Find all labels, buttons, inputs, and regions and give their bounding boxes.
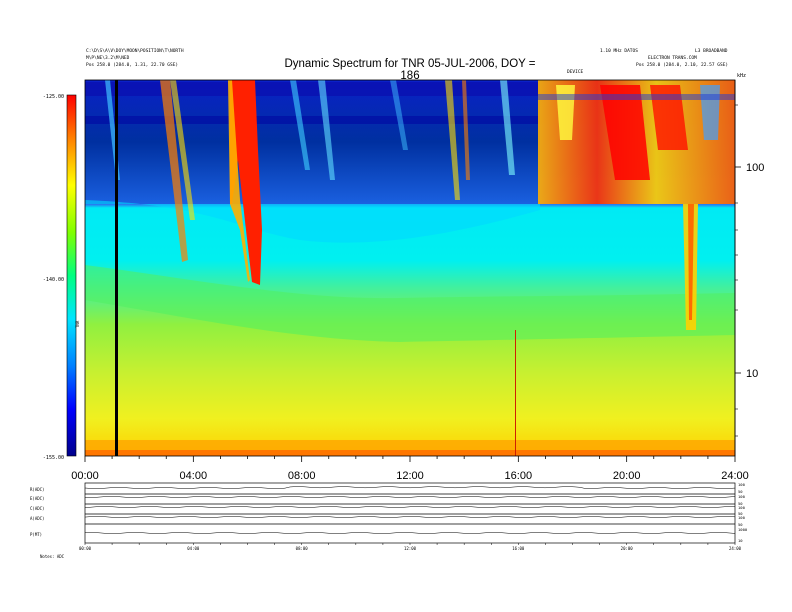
colorbar <box>66 94 77 457</box>
x-tick-label: 08:00 <box>288 470 316 482</box>
info-right-2: L3 BROADBAND <box>695 49 728 54</box>
info-right-4: Pos 258.0 (284.0, 2.10, 22.57 GSE) <box>636 63 729 68</box>
colorbar-tick-mid: -140.00 <box>43 277 64 283</box>
x-tick-label: 12:00 <box>396 470 424 482</box>
x-tick-label: 00:00 <box>71 470 99 482</box>
x-tick-label: 24:00 <box>721 470 749 482</box>
colorbar-tick-top: -125.00 <box>43 94 64 100</box>
x-tick-label: 20:00 <box>613 470 641 482</box>
x-tick-label: 04:00 <box>180 470 208 482</box>
x-tick-label: 16:00 <box>505 470 533 482</box>
info-right-1: 1.10 MHz DATOS <box>600 49 638 54</box>
info-center: DEVICE <box>567 70 584 75</box>
right-y-axis <box>734 80 741 456</box>
spectrogram-image <box>85 80 735 456</box>
info-left-1: C:\D\S\A\V\DOY\MOON\POSITION\T\NORTH <box>86 49 184 54</box>
colorbar-tick-bottom: -155.00 <box>43 455 64 461</box>
y-tick-10: 10 <box>746 368 758 380</box>
info-right-3: ELECTRON TRANS.COM <box>648 56 697 61</box>
colorbar-caption: TNR <box>75 320 80 328</box>
y-unit-label: kHz <box>737 73 746 79</box>
info-left-3: Pos 258.0 (284.0, 1.31, 22.70 GSE) <box>86 63 179 68</box>
x-axis <box>84 456 736 462</box>
y-tick-100: 100 <box>746 162 764 174</box>
info-left-2: M\P\NE\3.2\M\NED <box>86 56 130 61</box>
chart-title: Dynamic Spectrum for TNR 05-JUL-2006, DO… <box>284 58 536 82</box>
